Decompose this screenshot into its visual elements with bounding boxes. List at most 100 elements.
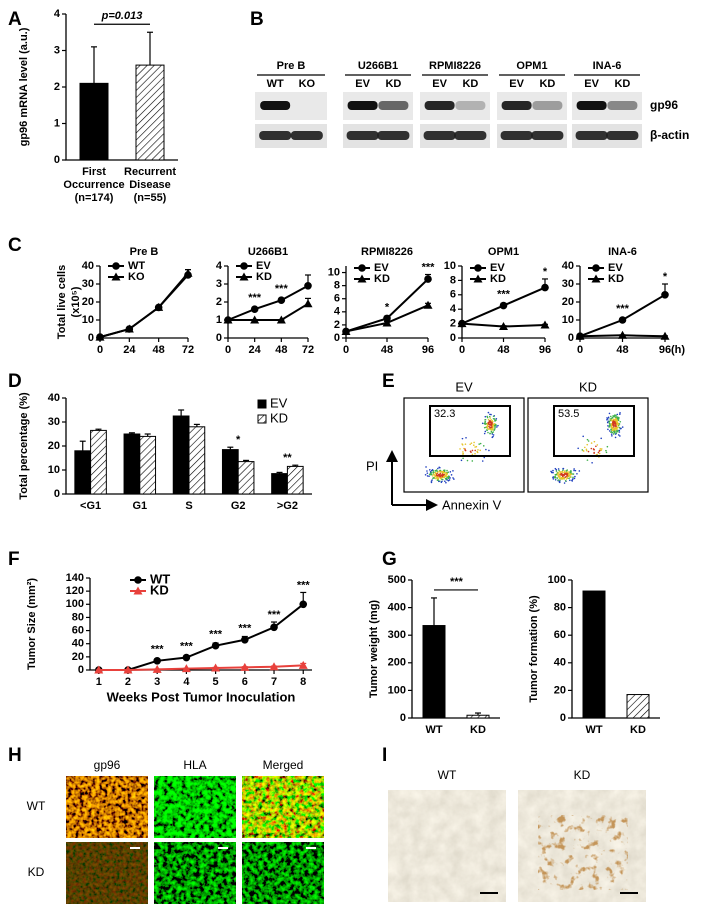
flow-dot [491,431,493,434]
flow-dot [429,471,432,473]
blot-band [346,131,379,140]
flow-dot [619,435,621,437]
blot-lane-label: KD [614,78,630,90]
flow-dot [483,456,486,459]
flow-dot [610,422,613,425]
x-tick-label: 48 [616,344,628,356]
flow-dot [464,449,467,452]
flow-dot [559,479,561,481]
flow-dot [492,427,494,430]
flow-dot [616,422,618,425]
marker [153,657,161,665]
marker [299,600,308,609]
flow-dot [490,413,492,416]
blot-band [575,131,608,140]
flow-dot [616,428,618,430]
legend-swatch [257,399,267,409]
micrograph [154,842,236,904]
flow-dot [616,430,619,433]
flow-dot [493,423,496,425]
blot-lane-label: WT [267,78,284,90]
flow-dot [557,473,559,475]
flow-gate [553,405,635,457]
flow-dot [571,478,574,481]
significance: *** [297,579,311,591]
y-tick-label: 120 [66,585,84,597]
flow-dot [492,424,494,427]
flow-dot [615,430,618,432]
flow-dot [600,437,602,440]
flow-dot [440,481,443,484]
flow-dot [564,470,566,472]
flow-dot [555,473,558,476]
x-tick-label: 72 [182,344,194,356]
y-tick-label: 4 [54,8,61,20]
marker [540,320,550,329]
blot-band [423,131,456,140]
flow-dot [574,475,576,478]
flow-dot [616,427,619,429]
flow-dot [449,477,451,479]
flow-dot [428,473,431,476]
flow-dot [605,451,608,454]
h-column-label: HLA [183,758,206,772]
flow-dot [490,430,493,433]
flow-dot [573,469,575,472]
significance: ** [283,452,292,464]
flow-dot [617,423,620,426]
legend-label: EV [270,395,288,410]
flow-dot [433,474,436,476]
panel-letter: F [8,549,20,570]
flow-dots [424,411,499,484]
flow-dot [488,449,490,452]
bar [626,694,650,719]
flow-dot [610,415,612,418]
panel-letter: H [8,745,22,766]
y-tick-label: 40 [82,260,94,272]
marker [541,283,549,292]
flow-dot [488,421,491,423]
significance: *** [616,303,630,315]
legend-label: KD [150,582,169,597]
flow-dot [488,425,490,428]
flow-dot [473,441,475,444]
flow-dot [438,480,440,483]
flow-dot [565,472,567,475]
flow-dot [612,428,615,430]
y-tick-label: 0 [54,488,60,500]
flow-dot [452,470,454,472]
flow-dot [449,471,452,473]
flow-dot [446,476,448,479]
flow-dot [615,417,617,420]
flow-dot [482,445,485,447]
flow-dot [557,474,559,477]
flow-dot [593,440,596,443]
y-axis-label: Total percentage (%) [18,392,30,500]
legend-label: KO [128,271,145,283]
flow-dot [442,476,445,478]
flow-dot [617,429,619,432]
y-tick-label: 40 [562,260,574,272]
marker [250,315,260,324]
bar [466,714,490,719]
y-tick-label: 400 [388,602,406,614]
flow-dot [465,436,467,439]
flow-dot [619,412,621,414]
flow-dot [586,438,589,441]
marker [575,331,585,340]
x-tick-label: 48 [275,344,287,356]
y-tick-label: 3 [54,44,60,56]
x-tick-label: 24 [123,344,136,356]
blot-band [531,131,564,140]
x-tick-label: 0 [97,344,103,356]
flow-dot [430,481,433,484]
significance: *** [238,623,252,635]
flow-dot [607,416,610,419]
flow-dot [550,470,552,473]
x-tick-label: 96 [659,344,671,356]
y-tick-label: 0 [88,332,94,344]
marker [277,296,286,305]
flow-dot [463,447,465,450]
flow-dot [607,428,609,431]
flow-dot [599,448,602,450]
